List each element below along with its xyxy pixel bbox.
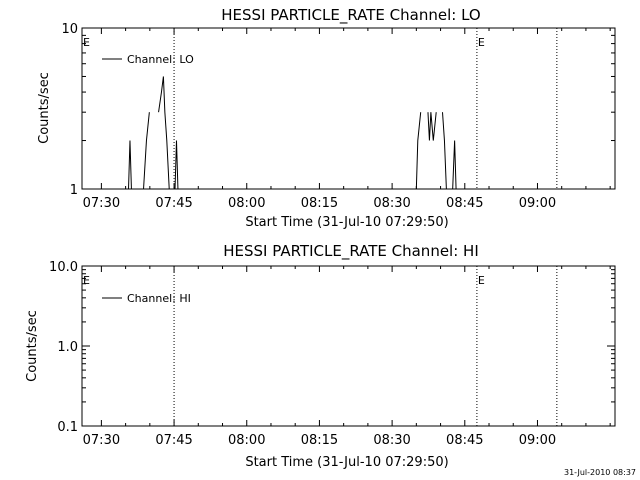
legend-label: Channel: LO — [127, 53, 194, 66]
y-axis-label: Counts/sec — [25, 310, 40, 382]
y-axis-label: Counts/sec — [37, 72, 52, 144]
hi-channel-panel: HESSI PARTICLE_RATE Channel: HI Counts/s… — [25, 242, 616, 470]
y-tick-label: 10.0 — [49, 260, 78, 275]
x-ticks: 07:30 07:45 08:00 08:15 08:30 08:45 09:00 — [83, 28, 611, 211]
event-marker: E — [478, 36, 485, 49]
y-ticks: 1 10 — [61, 22, 615, 198]
x-tick-label: 08:00 — [228, 196, 265, 211]
x-ticks: 07:30 07:45 08:00 08:15 08:30 08:45 09:00 — [83, 266, 611, 448]
plot-frame — [81, 265, 616, 427]
y-tick-label: 10 — [61, 22, 78, 37]
x-tick-label: 08:45 — [446, 196, 483, 211]
series-line — [128, 76, 457, 190]
x-tick-label: 07:45 — [155, 433, 192, 448]
legend-label: Channel: HI — [127, 292, 191, 305]
x-tick-label: 08:30 — [373, 196, 410, 211]
x-tick-label: 09:00 — [519, 196, 556, 211]
y-tick-label: 0.1 — [57, 420, 78, 435]
chart-title: HESSI PARTICLE_RATE Channel: LO — [221, 6, 480, 25]
x-tick-label: 08:45 — [446, 433, 483, 448]
x-axis-label: Start Time (31-Jul-10 07:29:50) — [245, 455, 448, 470]
x-tick-label: 09:00 — [519, 433, 556, 448]
event-marker: E — [478, 274, 485, 287]
x-tick-label: 08:15 — [301, 433, 338, 448]
footer-timestamp: 31-Jul-2010 08:37 — [564, 468, 636, 477]
event-marker: E — [83, 274, 90, 287]
y-tick-label: 1 — [70, 183, 78, 198]
x-tick-label: 07:30 — [83, 433, 120, 448]
x-axis-label: Start Time (31-Jul-10 07:29:50) — [245, 215, 448, 230]
x-tick-label: 07:45 — [155, 196, 192, 211]
x-tick-label: 08:00 — [228, 433, 265, 448]
y-ticks: 10.0 1.0 0.1 — [49, 260, 615, 435]
plot-frame — [81, 27, 616, 190]
x-tick-label: 08:30 — [373, 433, 410, 448]
event-marker: E — [83, 36, 90, 49]
x-tick-label: 07:30 — [83, 196, 120, 211]
chart-title: HESSI PARTICLE_RATE Channel: HI — [223, 242, 479, 261]
series-group — [128, 76, 457, 190]
y-tick-label: 1.0 — [57, 340, 78, 355]
x-tick-label: 08:15 — [301, 196, 338, 211]
lo-channel-panel: HESSI PARTICLE_RATE Channel: LO Counts/s… — [37, 6, 616, 230]
